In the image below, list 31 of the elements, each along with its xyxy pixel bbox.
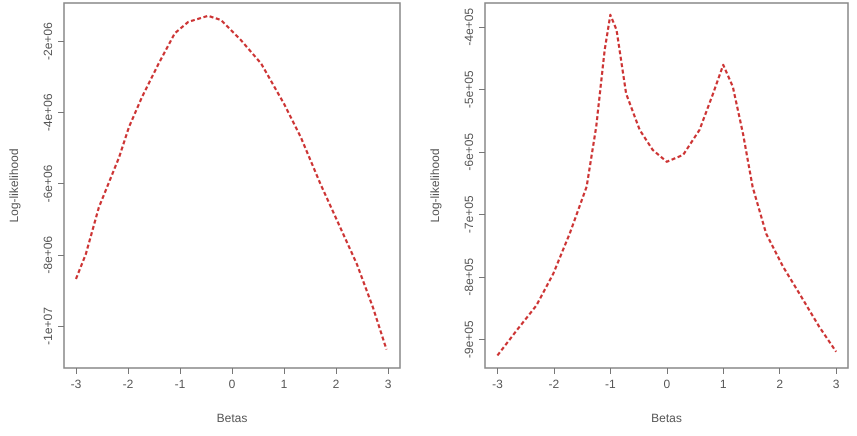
x-axis-title: Betas	[216, 411, 248, 425]
x-tick-label: 2	[776, 377, 784, 391]
y-tick-label: -1e+07	[41, 306, 55, 345]
y-tick-label: -2e+06	[41, 22, 55, 60]
line-series	[496, 14, 838, 357]
x-tick-label: -1	[604, 377, 616, 391]
line-series	[74, 14, 388, 351]
x-tick-label: 1	[280, 377, 288, 391]
x-tick-label: 0	[663, 377, 670, 391]
y-axis-title: Log-likelihood	[7, 148, 21, 223]
x-tick-label: -2	[548, 377, 560, 391]
x-tick-label: -1	[174, 377, 186, 391]
x-tick-label: 3	[384, 377, 392, 391]
x-tick-label: 0	[228, 377, 236, 391]
x-tick-label: -2	[122, 377, 134, 391]
x-tick-label: 1	[720, 377, 727, 391]
y-tick-label: -8e+06	[41, 236, 55, 274]
y-tick-label: -9e+05	[462, 320, 476, 358]
y-tick-label: -4e+06	[41, 93, 55, 132]
x-tick-label: 3	[832, 377, 840, 391]
y-axis-title: Log-likelihood	[428, 148, 442, 223]
y-tick-label: -4e+05	[462, 8, 476, 46]
x-axis-title: Betas	[651, 411, 682, 425]
y-tick-label: -6e+05	[462, 132, 476, 171]
x-tick-label: 2	[332, 377, 340, 391]
y-tick-label: -5e+05	[462, 70, 476, 108]
y-tick-label: -7e+05	[462, 195, 476, 234]
x-tick-label: -3	[70, 377, 82, 391]
x-tick-label: -3	[492, 377, 504, 391]
y-tick-label: -6e+06	[41, 164, 55, 202]
y-tick-label: -8e+05	[462, 258, 476, 296]
